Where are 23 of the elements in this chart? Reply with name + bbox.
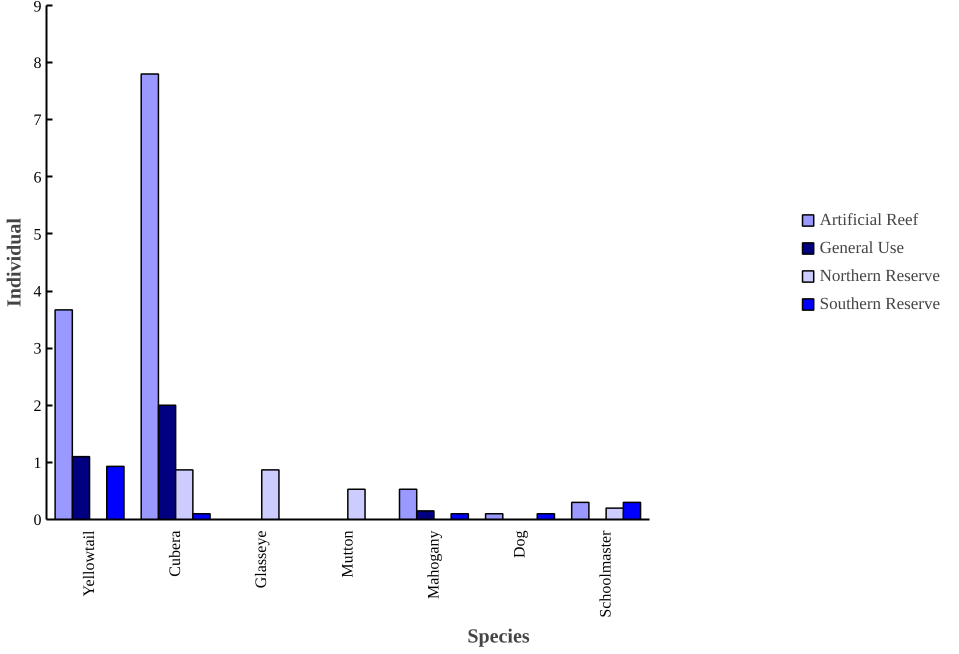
legend-label: Artificial Reef [820,210,918,230]
legend-label: Northern Reserve [820,266,940,286]
legend-label: Southern Reserve [820,294,940,314]
x-tick-label: Dog [512,530,529,558]
x-tick-label: Cubera [167,530,184,577]
y-tick-label: 0 [34,512,42,529]
y-tick-label: 7 [34,112,42,130]
y-tick-label: 5 [34,226,42,244]
y-axis-title: Individual [4,218,26,307]
x-tick-label: Schoolmaster [598,530,615,618]
x-tick-label: Glasseye [253,530,270,588]
y-tick-label: 4 [34,284,42,301]
y-tick-label: 1 [34,454,42,472]
y-tick-label: 9 [34,0,42,16]
legend-label: General Use [820,238,904,258]
y-tick-label: 2 [34,398,42,415]
x-tick-label: Yellowtail [81,530,98,596]
x-axis-title: Species [467,626,530,648]
x-tick-label: Mahogany [425,530,442,599]
x-tick-label: Mutton [339,530,356,578]
y-tick-label: 8 [34,55,42,72]
y-tick-label: 6 [34,169,42,186]
y-tick-label: 3 [34,340,42,358]
